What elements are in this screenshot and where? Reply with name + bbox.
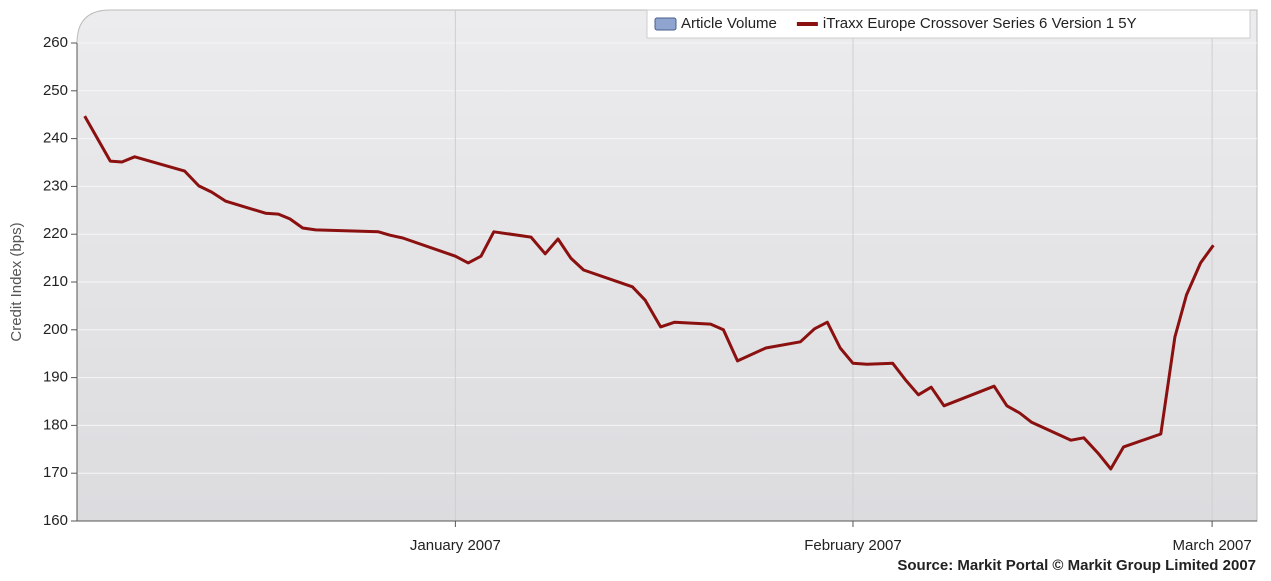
y-tick-label: 260 xyxy=(43,34,68,51)
line-series xyxy=(83,115,1215,471)
y-tick-label: 250 xyxy=(43,82,68,99)
y-tick-label: 170 xyxy=(43,464,68,481)
y-tick-label: 180 xyxy=(43,416,68,433)
legend-label: Article Volume xyxy=(681,15,777,32)
legend-label: iTraxx Europe Crossover Series 6 Version… xyxy=(823,15,1137,32)
y-tick-label: 230 xyxy=(43,177,68,194)
y-tick-label: 160 xyxy=(43,512,68,529)
y-tick-label: 190 xyxy=(43,369,68,386)
y-tick-label: 240 xyxy=(43,130,68,147)
y-tick-label: 200 xyxy=(43,321,68,338)
x-tick-label: February 2007 xyxy=(804,537,902,554)
legend-swatch xyxy=(654,17,677,31)
y-tick-label: 220 xyxy=(43,225,68,242)
x-tick-label: January 2007 xyxy=(410,537,501,554)
y-axis-label: Credit Index (bps) xyxy=(8,222,25,341)
x-tick-label: March 2007 xyxy=(1172,537,1251,554)
source-note: Source: Markit Portal © Markit Group Lim… xyxy=(897,557,1256,574)
legend-box xyxy=(646,9,1251,39)
y-tick-label: 210 xyxy=(43,273,68,290)
plot-area xyxy=(76,9,1258,522)
